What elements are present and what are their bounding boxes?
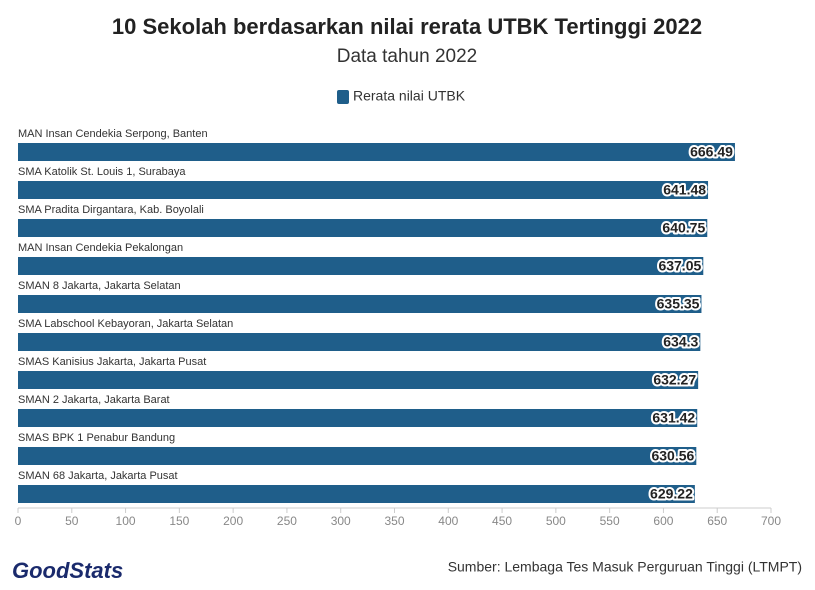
x-tick-label: 400 bbox=[438, 514, 458, 528]
category-label: SMAN 8 Jakarta, Jakarta Selatan bbox=[18, 280, 181, 292]
category-label: SMAN 2 Jakarta, Jakarta Barat bbox=[18, 394, 170, 406]
bar bbox=[18, 485, 695, 503]
category-label: SMA Pradita Dirgantara, Kab. Boyolali bbox=[18, 204, 204, 216]
category-label: SMAS BPK 1 Penabur Bandung bbox=[18, 432, 175, 444]
data-label: 641.48 bbox=[663, 182, 706, 198]
bar bbox=[18, 409, 698, 427]
bar bbox=[18, 257, 704, 275]
data-label: 629.22 bbox=[650, 486, 693, 502]
category-label: SMAN 68 Jakarta, Jakarta Pusat bbox=[18, 470, 178, 482]
data-label: 630.56 bbox=[651, 448, 694, 464]
legend-label: Rerata nilai UTBK bbox=[353, 88, 466, 104]
legend-swatch bbox=[337, 90, 349, 104]
x-tick-label: 50 bbox=[65, 514, 79, 528]
x-tick-label: 100 bbox=[116, 514, 136, 528]
category-label: SMA Labschool Kebayoran, Jakarta Selatan bbox=[18, 318, 233, 330]
category-label: MAN Insan Cendekia Pekalongan bbox=[18, 242, 183, 254]
data-label: 634.3 bbox=[663, 334, 698, 350]
data-label: 637.05 bbox=[658, 258, 701, 274]
x-tick-label: 300 bbox=[331, 514, 351, 528]
bar bbox=[18, 181, 709, 199]
bar bbox=[18, 219, 708, 237]
logo: GoodStats bbox=[12, 558, 123, 583]
source-note: Sumber: Lembaga Tes Masuk Perguruan Ting… bbox=[448, 559, 802, 575]
x-tick-label: 0 bbox=[15, 514, 22, 528]
x-tick-label: 350 bbox=[384, 514, 404, 528]
data-label: 631.42 bbox=[652, 410, 695, 426]
bar bbox=[18, 295, 702, 313]
bar bbox=[18, 447, 697, 465]
data-label: 635.35 bbox=[657, 296, 700, 312]
data-label: 640.75 bbox=[662, 220, 705, 236]
x-tick-label: 650 bbox=[707, 514, 727, 528]
x-tick-label: 700 bbox=[761, 514, 781, 528]
x-tick-label: 550 bbox=[600, 514, 620, 528]
x-tick-label: 150 bbox=[169, 514, 189, 528]
data-label: 632.27 bbox=[653, 372, 696, 388]
chart-title: 10 Sekolah berdasarkan nilai rerata UTBK… bbox=[112, 14, 702, 39]
data-label: 666.49 bbox=[690, 144, 733, 160]
category-label: SMAS Kanisius Jakarta, Jakarta Pusat bbox=[18, 356, 206, 368]
x-tick-label: 600 bbox=[653, 514, 673, 528]
category-label: SMA Katolik St. Louis 1, Surabaya bbox=[18, 166, 186, 178]
x-tick-label: 500 bbox=[546, 514, 566, 528]
chart-subtitle: Data tahun 2022 bbox=[337, 46, 478, 67]
bar bbox=[18, 143, 735, 161]
x-tick-label: 250 bbox=[277, 514, 297, 528]
x-tick-label: 200 bbox=[223, 514, 243, 528]
bar bbox=[18, 333, 701, 351]
bar bbox=[18, 371, 699, 389]
x-tick-label: 450 bbox=[492, 514, 512, 528]
category-label: MAN Insan Cendekia Serpong, Banten bbox=[18, 128, 208, 140]
